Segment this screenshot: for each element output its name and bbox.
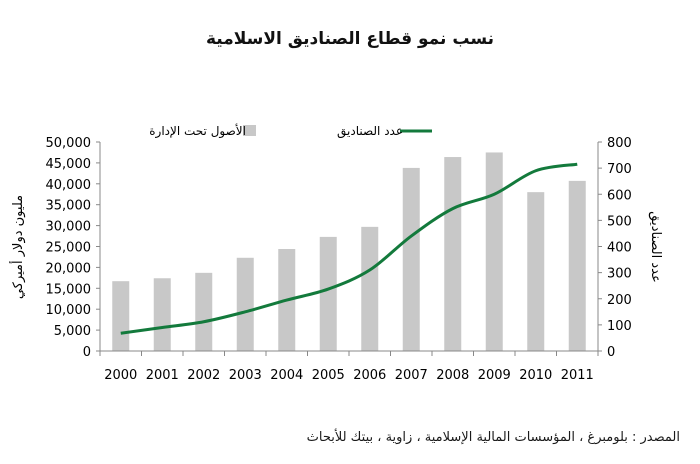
left-tick-label: 10,000 [46, 303, 92, 318]
bar-2005 [319, 236, 337, 351]
left-tick-label: 30,000 [46, 220, 92, 235]
legend: الأصول تحت الإدارة عدد الصناديق [149, 123, 432, 139]
x-tick-label: 2008 [436, 368, 469, 383]
right-axis-ticks: 0 100 200 300 400 500 600 700 800 [598, 136, 632, 360]
right-tick-label: 400 [607, 241, 632, 256]
right-tick-label: 100 [607, 319, 632, 334]
bar-2000 [112, 281, 130, 351]
bar-2006 [361, 226, 379, 351]
left-tick-label: 40,000 [46, 178, 92, 193]
bar-2011 [568, 180, 586, 351]
left-tick-label: 25,000 [46, 241, 92, 256]
x-tick-label: 2003 [229, 368, 262, 383]
bar-2008 [444, 157, 462, 351]
x-tick-label: 2001 [146, 368, 179, 383]
bar-2009 [485, 152, 503, 351]
x-tick-label: 2006 [353, 368, 386, 383]
right-tick-label: 700 [607, 162, 632, 177]
bar-2003 [236, 257, 254, 351]
left-tick-label: 50,000 [46, 136, 92, 151]
x-tick-label: 2011 [561, 368, 594, 383]
right-tick-label: 300 [607, 267, 632, 282]
left-tick-label: 0 [83, 345, 91, 360]
legend-label-assets: الأصول تحت الإدارة [149, 123, 246, 139]
left-axis-label: مليون دولار أميركي [9, 195, 26, 299]
x-tick-label: 2007 [395, 368, 428, 383]
legend-label-funds: عدد الصناديق [337, 124, 403, 139]
left-tick-label: 20,000 [46, 261, 92, 276]
left-tick-label: 5,000 [54, 324, 91, 339]
bar-2001 [153, 278, 171, 351]
right-axis-label: عدد الصناديق [648, 211, 663, 282]
funds-line [120, 162, 578, 335]
left-tick-label: 45,000 [46, 157, 92, 172]
x-tick-label: 2009 [478, 368, 511, 383]
legend-swatch-assets [243, 125, 256, 136]
right-tick-label: 200 [607, 293, 632, 308]
right-tick-label: 800 [607, 136, 632, 151]
bar-2010 [527, 192, 545, 351]
x-tick-label: 2010 [519, 368, 552, 383]
left-tick-label: 35,000 [46, 199, 92, 214]
x-axis-ticks: 2000 2001 2002 2003 2004 2005 2006 2007 2008 2009… [99, 351, 599, 383]
right-tick-label: 0 [607, 345, 615, 360]
axes-group [99, 142, 599, 352]
right-tick-label: 500 [607, 214, 632, 229]
x-tick-label: 2000 [104, 368, 137, 383]
source-note: المصدر : بلومبرغ ، المؤسسات المالية الإس… [306, 430, 680, 445]
x-tick-label: 2005 [312, 368, 345, 383]
line-layer [120, 162, 578, 335]
bar-2007 [402, 167, 420, 351]
x-tick-label: 2002 [187, 368, 220, 383]
left-tick-label: 15,000 [46, 282, 92, 297]
chart-title: نسب نمو قطاع الصناديق الاسلامية [206, 29, 494, 49]
bars-group [112, 152, 586, 351]
left-axis-ticks: 0 5,000 10,000 15,000 20,000 25,000 30,000 35,0… [46, 136, 100, 360]
right-tick-label: 600 [607, 188, 632, 203]
x-tick-label: 2004 [270, 368, 303, 383]
bar-2002 [195, 272, 213, 351]
